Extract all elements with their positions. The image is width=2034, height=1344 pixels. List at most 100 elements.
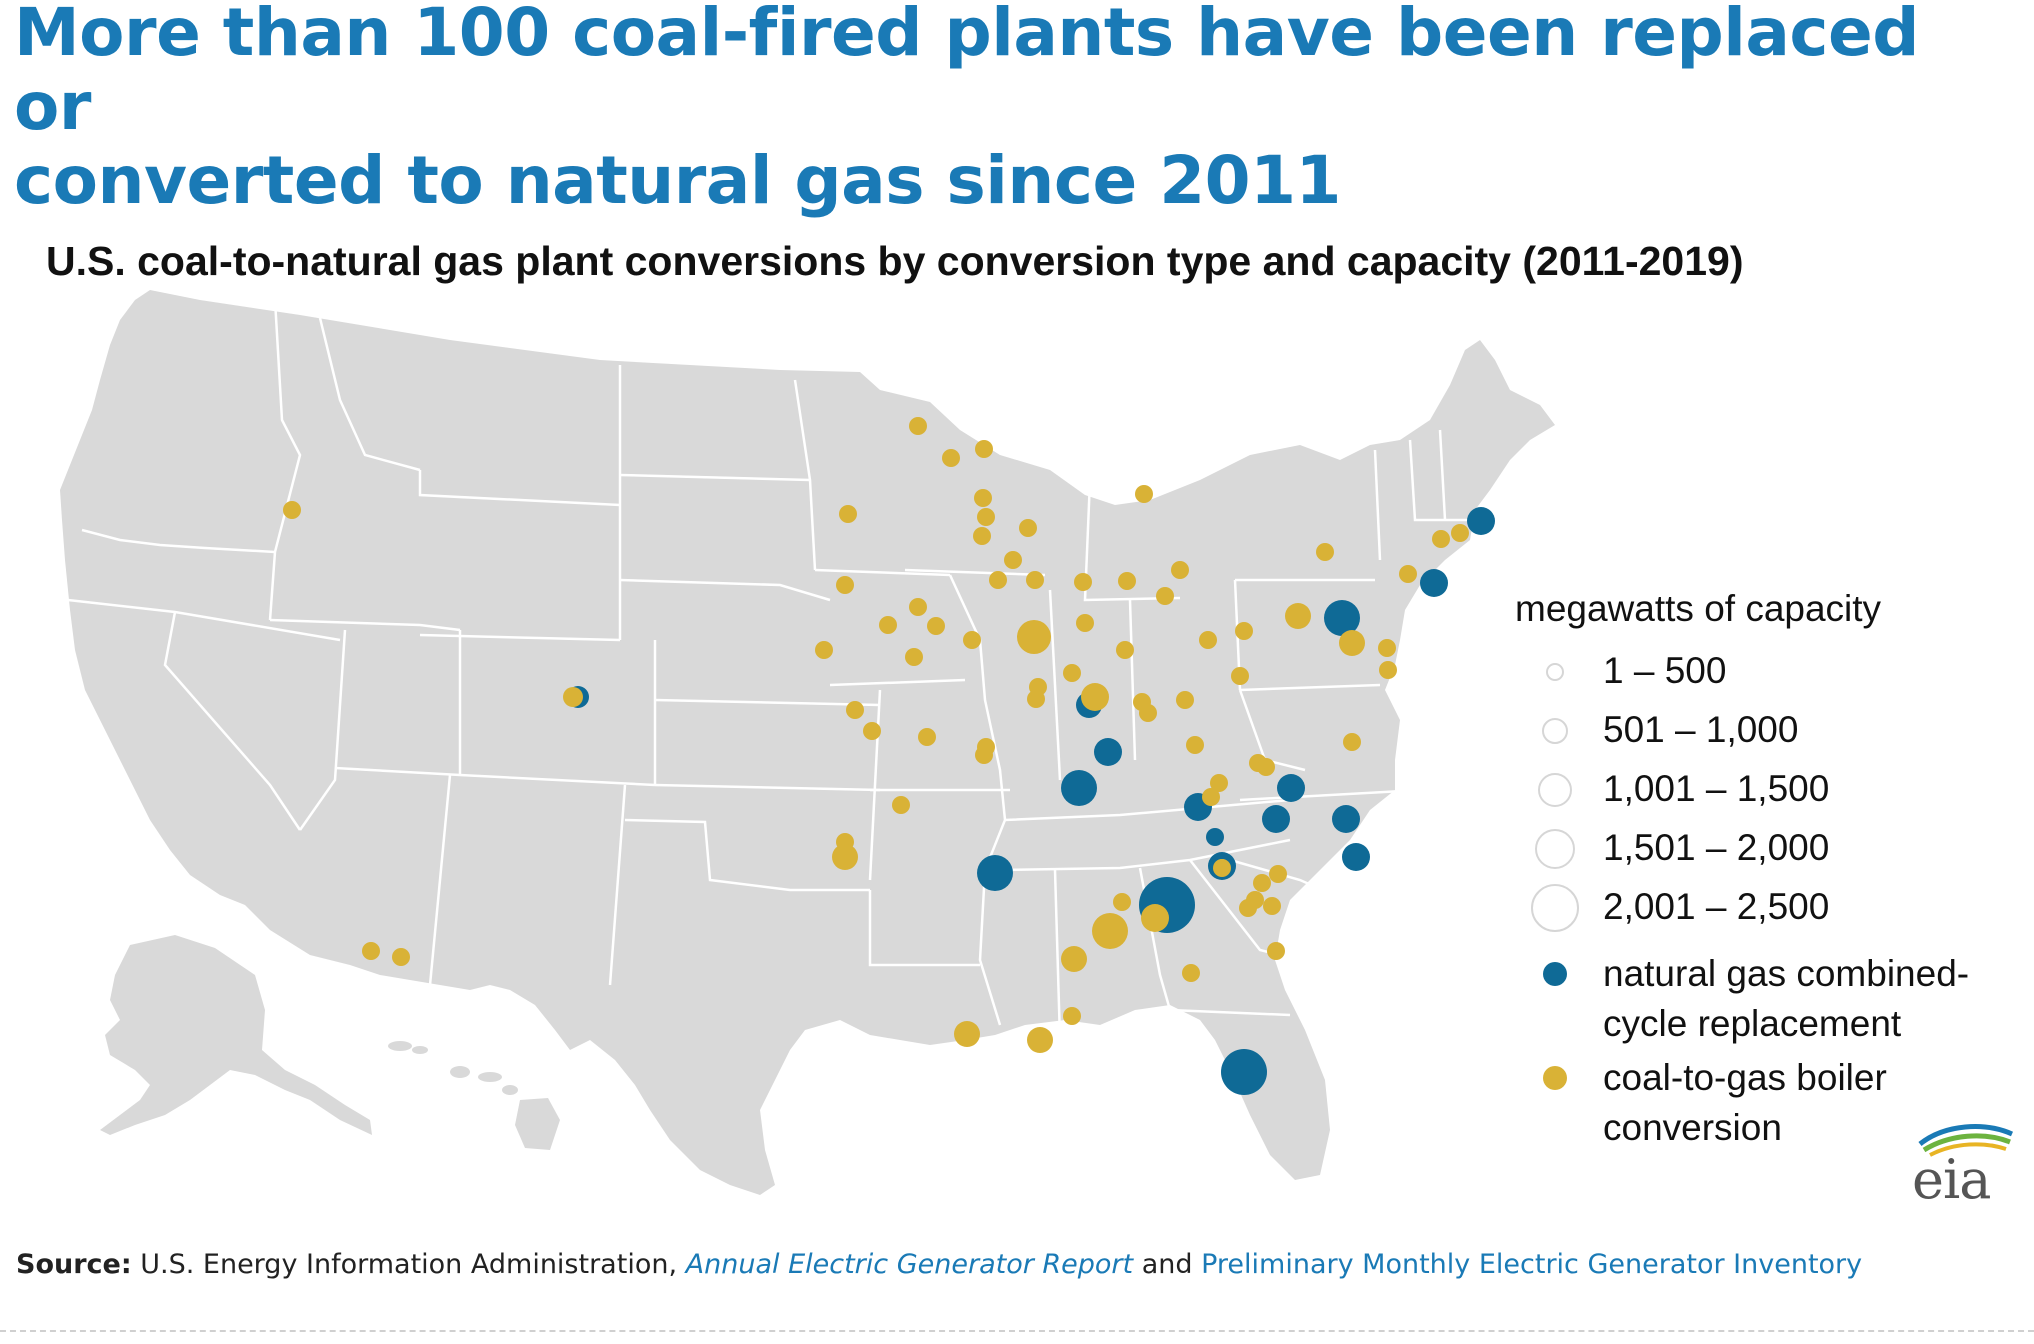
legend-type-label: natural gas combined-cycle replacement bbox=[1603, 953, 1970, 1044]
bottom-divider bbox=[0, 1330, 2034, 1332]
boiler-plant bbox=[975, 746, 993, 764]
legend-size-item: 1,501 – 2,000 bbox=[1515, 820, 2025, 879]
boiler-plant bbox=[975, 440, 993, 458]
boiler-plant bbox=[1339, 630, 1365, 656]
boiler-plant bbox=[1231, 667, 1249, 685]
boiler-plant bbox=[1399, 565, 1417, 583]
boiler-plant bbox=[1061, 946, 1087, 972]
boiler-plant bbox=[927, 617, 945, 635]
headline: More than 100 coal-fired plants have bee… bbox=[14, 0, 2004, 218]
ngcc-plant bbox=[1094, 738, 1122, 766]
legend-size-label: 501 – 1,000 bbox=[1603, 709, 1799, 750]
boiler-plant bbox=[1379, 661, 1397, 679]
legend-size-ring bbox=[1546, 663, 1564, 681]
boiler-plant bbox=[1135, 485, 1153, 503]
boiler-plant bbox=[977, 508, 995, 526]
legend-type-ngcc: natural gas combined-cycle replacement bbox=[1515, 949, 2025, 1049]
boiler-plant bbox=[836, 576, 854, 594]
eia-logo-icon bbox=[1918, 1124, 2014, 1157]
eia-logo-text: eia bbox=[1912, 1148, 1991, 1211]
boiler-plant bbox=[1182, 964, 1200, 982]
legend-type-label: coal-to-gas boiler conversion bbox=[1603, 1057, 1887, 1148]
legend-size-title: megawatts of capacity bbox=[1515, 588, 1882, 629]
legend-size-item: 1,001 – 1,500 bbox=[1515, 761, 2025, 820]
legend-boiler-swatch bbox=[1543, 1066, 1567, 1090]
boiler-plant bbox=[1081, 683, 1109, 711]
boiler-plant bbox=[1378, 639, 1396, 657]
boiler-plant bbox=[905, 648, 923, 666]
legend-size-ring bbox=[1531, 884, 1579, 932]
legend: megawatts of capacity 1 – 500 501 – 1,00… bbox=[1515, 587, 2025, 1153]
boiler-plant bbox=[362, 942, 380, 960]
boiler-plant bbox=[1176, 691, 1194, 709]
boiler-plant bbox=[1027, 1027, 1053, 1053]
boiler-plant bbox=[909, 417, 927, 435]
boiler-plant bbox=[815, 641, 833, 659]
boiler-plant bbox=[1253, 874, 1271, 892]
boiler-plant bbox=[1316, 543, 1334, 561]
boiler-plant bbox=[1257, 758, 1275, 776]
boiler-plant bbox=[1171, 561, 1189, 579]
legend-size-item: 1 – 500 bbox=[1515, 643, 2025, 702]
hawaii bbox=[388, 1041, 560, 1150]
legend-size-label: 1 – 500 bbox=[1603, 650, 1727, 691]
boiler-plant bbox=[909, 598, 927, 616]
alaska bbox=[100, 935, 372, 1135]
source-and: and bbox=[1141, 1249, 1193, 1280]
boiler-plant bbox=[1199, 631, 1217, 649]
boiler-plant bbox=[1269, 865, 1287, 883]
map-title: U.S. coal-to-natural gas plant conversio… bbox=[46, 238, 1744, 284]
boiler-plant bbox=[392, 948, 410, 966]
boiler-plant bbox=[1343, 733, 1361, 751]
legend-type-boiler: coal-to-gas boiler conversion bbox=[1515, 1053, 2025, 1153]
ngcc-plant bbox=[1342, 843, 1370, 871]
boiler-plant bbox=[1156, 587, 1174, 605]
source-org: U.S. Energy Information Administration, bbox=[140, 1249, 678, 1280]
legend-ngcc-swatch bbox=[1543, 962, 1567, 986]
ngcc-plant bbox=[1262, 805, 1290, 833]
boiler-plant bbox=[1063, 664, 1081, 682]
boiler-plant bbox=[1451, 524, 1469, 542]
source-link-annual-report[interactable]: Annual Electric Generator Report bbox=[685, 1249, 1134, 1280]
ngcc-plant bbox=[1324, 600, 1360, 636]
boiler-plant bbox=[839, 505, 857, 523]
boiler-plant bbox=[863, 722, 881, 740]
legend-size-label: 1,001 – 1,500 bbox=[1603, 768, 1830, 809]
legend-size-item: 501 – 1,000 bbox=[1515, 702, 2025, 761]
boiler-plant bbox=[1186, 736, 1204, 754]
source-link-monthly-inventory[interactable]: Preliminary Monthly Electric Generator I… bbox=[1201, 1249, 1863, 1280]
boiler-plant bbox=[918, 728, 936, 746]
boiler-plant bbox=[963, 631, 981, 649]
source-line: Source: U.S. Energy Information Administ… bbox=[16, 1249, 2016, 1280]
boiler-plant bbox=[1026, 571, 1044, 589]
boiler-plant bbox=[879, 616, 897, 634]
boiler-plant bbox=[1019, 519, 1037, 537]
ngcc-plant bbox=[1206, 828, 1224, 846]
boiler-plant bbox=[1215, 859, 1229, 873]
boiler-plant bbox=[954, 1021, 980, 1047]
ngcc-plant bbox=[1277, 774, 1305, 802]
ngcc-plant bbox=[1332, 805, 1360, 833]
source-label: Source: bbox=[16, 1249, 132, 1280]
legend-size-ring bbox=[1542, 718, 1568, 744]
boiler-plant bbox=[1432, 530, 1450, 548]
boiler-plant bbox=[1235, 622, 1253, 640]
boiler-plant bbox=[1118, 572, 1136, 590]
boiler-plant bbox=[1027, 690, 1045, 708]
boiler-plant bbox=[1092, 913, 1128, 949]
boiler-plant bbox=[1141, 904, 1169, 932]
legend-size-item: 2,001 – 2,500 bbox=[1515, 879, 2025, 945]
boiler-plant bbox=[973, 527, 991, 545]
legend-size-label: 1,501 – 2,000 bbox=[1603, 827, 1830, 868]
ngcc-plant bbox=[1467, 507, 1495, 535]
legend-size-ring bbox=[1538, 773, 1572, 807]
boiler-plant bbox=[1263, 897, 1281, 915]
boiler-plant bbox=[1202, 788, 1220, 806]
boiler-plant bbox=[1004, 551, 1022, 569]
ngcc-plant bbox=[1420, 569, 1448, 597]
headline-line-1: More than 100 coal-fired plants have bee… bbox=[14, 0, 1920, 145]
boiler-plant bbox=[1063, 1007, 1081, 1025]
boiler-plant bbox=[989, 571, 1007, 589]
legend-size-label: 2,001 – 2,500 bbox=[1603, 886, 1830, 927]
